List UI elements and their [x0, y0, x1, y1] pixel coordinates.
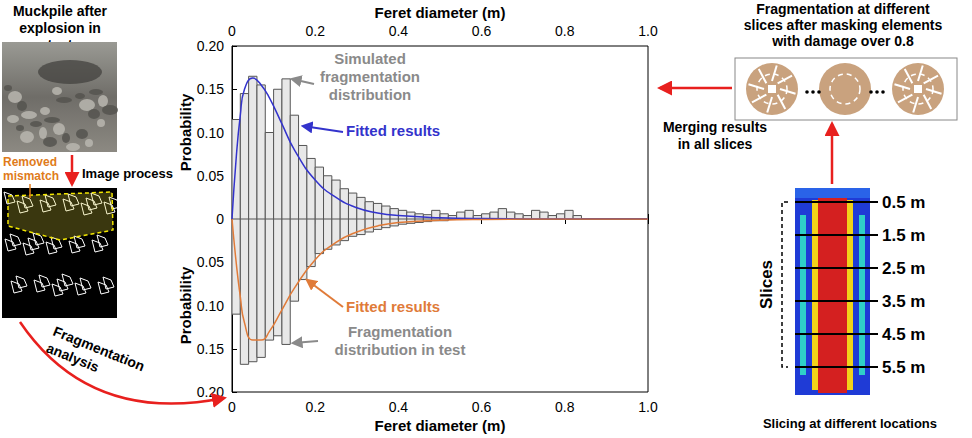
svg-text:Probability: Probability — [177, 93, 194, 171]
svg-text:Removedmismatch: Removedmismatch — [3, 155, 59, 183]
svg-text:0.5 m: 0.5 m — [882, 193, 925, 212]
svg-text:0.15: 0.15 — [197, 81, 224, 97]
svg-text:0.20: 0.20 — [197, 384, 224, 400]
svg-text:0.6: 0.6 — [472, 399, 492, 415]
svg-text:0.10: 0.10 — [197, 125, 224, 141]
svg-text:0.10: 0.10 — [197, 298, 224, 314]
svg-text:Slices: Slices — [757, 260, 776, 309]
svg-text:0.4: 0.4 — [389, 399, 409, 415]
svg-text:0.2: 0.2 — [305, 399, 325, 415]
svg-text:0.15: 0.15 — [197, 341, 224, 357]
svg-text:0.2: 0.2 — [305, 23, 325, 39]
svg-text:5.5 m: 5.5 m — [882, 358, 925, 377]
svg-text:0.8: 0.8 — [555, 399, 575, 415]
svg-text:0: 0 — [228, 399, 236, 415]
svg-text:Fragmentation at differentslic: Fragmentation at differentslices after m… — [744, 1, 943, 49]
svg-text:0.4: 0.4 — [389, 23, 409, 39]
svg-text:0.6: 0.6 — [472, 23, 492, 39]
svg-text:Fragmentationanalysis: Fragmentationanalysis — [44, 323, 147, 391]
svg-text:Feret diameter (m): Feret diameter (m) — [375, 417, 506, 434]
svg-text:2.5 m: 2.5 m — [882, 259, 925, 278]
svg-text:0.05: 0.05 — [197, 168, 224, 184]
svg-text:0.8: 0.8 — [555, 23, 575, 39]
svg-text:0: 0 — [228, 23, 236, 39]
svg-text:1.0: 1.0 — [638, 23, 658, 39]
svg-text:0: 0 — [216, 211, 224, 227]
svg-text:Merging resultsin all slices: Merging resultsin all slices — [663, 119, 767, 152]
svg-text:Simulatedfragmentationdistribu: Simulatedfragmentationdistribution — [320, 50, 420, 103]
svg-text:Fitted results: Fitted results — [346, 122, 440, 139]
svg-text:Fitted results: Fitted results — [346, 298, 440, 315]
svg-text:0.20: 0.20 — [197, 38, 224, 54]
svg-text:1.0: 1.0 — [638, 399, 658, 415]
svg-text:1.5 m: 1.5 m — [882, 226, 925, 245]
svg-text:0.05: 0.05 — [197, 254, 224, 270]
svg-text:Feret diameter (m): Feret diameter (m) — [375, 4, 506, 21]
svg-text:Fragmentationdistribution in t: Fragmentationdistribution in test — [335, 323, 466, 358]
svg-text:Image process: Image process — [82, 166, 173, 181]
svg-text:Muckpile afterexplosion intest: Muckpile afterexplosion intest — [13, 3, 108, 53]
svg-text:4.5 m: 4.5 m — [882, 325, 925, 344]
svg-text:Probability: Probability — [177, 266, 194, 344]
svg-text:3.5 m: 3.5 m — [882, 292, 925, 311]
svg-text:Slicing at different locations: Slicing at different locations — [763, 416, 937, 431]
